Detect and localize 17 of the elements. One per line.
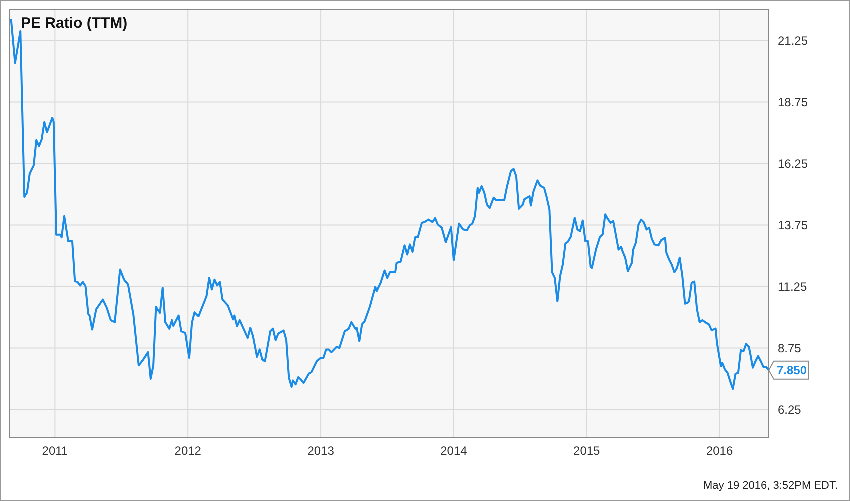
x-tick-label: 2013	[308, 444, 335, 458]
y-tick-label: 16.25	[778, 156, 808, 171]
x-tick-label: 2016	[706, 444, 734, 458]
y-tick-label: 21.25	[778, 34, 808, 48]
line-series	[10, 18, 770, 390]
y-tick-label: 6.25	[778, 402, 802, 417]
chart-title: PE Ratio (TTM)	[21, 15, 128, 32]
y-tick-label: 18.75	[778, 95, 808, 110]
annotation: 7.850	[776, 364, 808, 378]
y-tick-label: 13.75	[778, 218, 808, 232]
x-tick-label: 2012	[174, 444, 202, 458]
y-tick-label: 8.75	[778, 341, 802, 356]
text: May 19 2016, 3:52PM EDT.	[703, 480, 838, 492]
x-tick-label: 2015	[574, 444, 601, 458]
y-tick-label: 11.25	[778, 280, 808, 294]
x-tick-label: 2014	[440, 444, 468, 458]
x-tick-label: 2011	[42, 444, 68, 458]
